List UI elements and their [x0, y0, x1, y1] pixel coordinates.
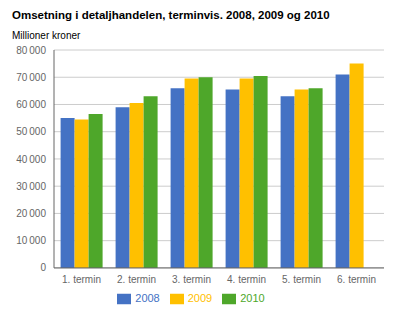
svg-text:10 000: 10 000 — [16, 235, 46, 246]
svg-text:80 000: 80 000 — [16, 45, 46, 56]
svg-text:40 000: 40 000 — [16, 154, 46, 165]
svg-text:4. termin: 4. termin — [227, 274, 266, 285]
svg-text:30 000: 30 000 — [16, 181, 46, 192]
html-text:2008: 2008 — [135, 291, 160, 304]
svg-text:1. termin: 1. termin — [62, 274, 101, 285]
html-text:Omsetning i detaljhandelen, te: Omsetning i detaljhandelen, terminvis. 2… — [12, 9, 330, 21]
svg-text:0: 0 — [40, 262, 46, 273]
svg-text:6. termin: 6. termin — [337, 274, 376, 285]
html-text:Millioner kroner: Millioner kroner — [12, 30, 81, 41]
svg-text:20 000: 20 000 — [16, 208, 46, 219]
html-text:2010: 2010 — [240, 291, 265, 304]
svg-text:70 000: 70 000 — [16, 72, 46, 83]
svg-text:5. termin: 5. termin — [282, 274, 321, 285]
svg-text:3. termin: 3. termin — [172, 274, 211, 285]
svg-text:2. termin: 2. termin — [117, 274, 156, 285]
html-text:2009: 2009 — [187, 291, 213, 304]
svg-text:50 000: 50 000 — [16, 126, 46, 137]
svg-text:60 000: 60 000 — [16, 99, 46, 110]
